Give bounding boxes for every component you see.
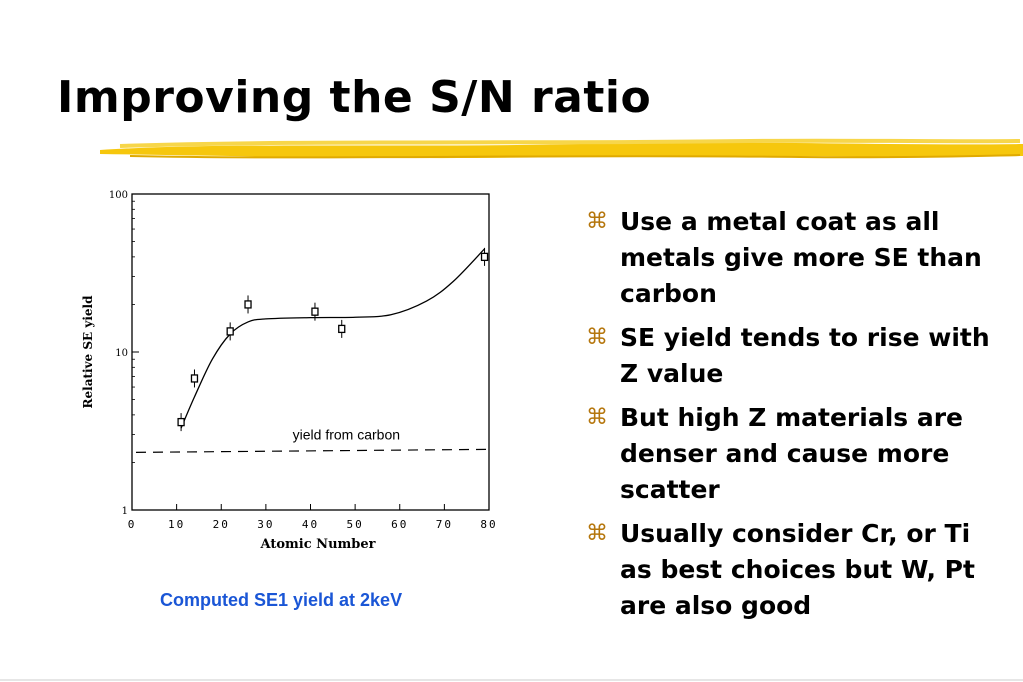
command-icon: ⌘ [586,209,608,234]
bullet-item: ⌘ Use a metal coat as all metals give mo… [586,204,1006,312]
bullet-text: But high Z materials are denser and caus… [620,403,964,504]
point-marker [311,307,319,316]
x-tick-label: 0 [128,518,137,531]
x-tick-label: 30 [257,518,274,531]
y-tick-label: 1 [122,506,128,517]
data-points [177,247,489,432]
bullet-text: Usually consider Cr, or Ti as best choic… [620,519,975,620]
x-tick-label: 70 [436,518,453,531]
data-point [177,413,185,432]
x-axis-label: Atomic Number [260,537,376,552]
command-icon: ⌘ [586,325,608,350]
bullet-item: ⌘ SE yield tends to rise with Z value [586,320,1006,392]
point-marker [177,417,185,427]
point-marker [338,324,346,334]
data-point [338,319,346,338]
title-highlight-stroke [100,138,1023,159]
fit-curve [180,248,486,429]
y-tick-label: 10 [115,348,128,359]
footer-divider [0,679,1023,681]
carbon-reference-label: yield from carbon [293,426,400,442]
chart-caption: Computed SE1 yield at 2keV [160,590,403,610]
bullet-text: Use a metal coat as all metals give more… [620,207,982,308]
slide-title: Improving the S/N ratio [57,72,652,123]
carbon-reference-line [135,448,488,453]
x-tick-label: 50 [347,518,364,531]
x-axis-ticks: 0 10 20 30 40 50 60 70 80 [128,504,497,531]
y-axis-ticks: 1 10 100 [109,190,139,517]
x-tick-label: 10 [168,518,185,531]
point-marker [226,327,234,336]
point-marker [190,374,199,383]
se-yield-chart: 0 10 20 30 40 50 60 70 80 1 10 100 Atomic Number R… [81,190,497,552]
point-marker [244,300,252,309]
bullet-item: ⌘ But high Z materials are denser and ca… [586,400,1006,508]
data-point [311,302,319,321]
x-tick-label: 80 [480,518,497,531]
bullet-text: SE yield tends to rise with Z value [620,323,990,388]
command-icon: ⌘ [586,521,608,546]
bullet-list: ⌘ Use a metal coat as all metals give mo… [586,204,1006,632]
y-axis-label: Relative SE yield [81,295,95,409]
x-tick-label: 40 [302,518,319,531]
bullet-item: ⌘ Usually consider Cr, or Ti as best cho… [586,516,1006,624]
x-tick-label: 60 [391,518,408,531]
data-point [226,322,234,341]
y-tick-label: 100 [109,190,128,201]
plot-frame [131,193,490,511]
x-tick-label: 20 [213,518,230,531]
data-point [480,247,489,266]
data-point [244,295,252,314]
data-point [190,369,199,388]
command-icon: ⌘ [586,405,608,430]
point-marker [480,252,489,262]
